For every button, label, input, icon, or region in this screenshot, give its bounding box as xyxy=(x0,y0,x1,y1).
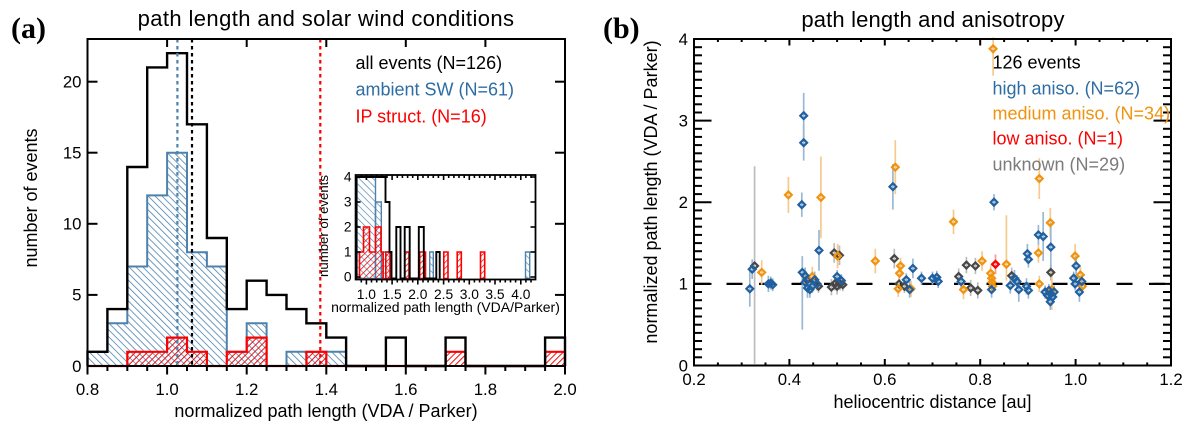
svg-text:0: 0 xyxy=(679,356,688,375)
svg-text:4: 4 xyxy=(344,170,352,185)
svg-text:unknown (N=29): unknown (N=29) xyxy=(993,154,1126,174)
svg-text:2.5: 2.5 xyxy=(434,287,454,302)
svg-text:1.8: 1.8 xyxy=(474,380,497,399)
svg-text:(b): (b) xyxy=(603,12,640,45)
svg-text:1: 1 xyxy=(344,245,352,260)
svg-text:path length and anisotropy: path length and anisotropy xyxy=(801,7,1064,32)
svg-text:0.6: 0.6 xyxy=(873,370,896,389)
svg-text:3.0: 3.0 xyxy=(460,287,480,302)
svg-text:normalized path length (VDA/Pa: normalized path length (VDA/Parker) xyxy=(331,299,560,315)
svg-text:2: 2 xyxy=(344,220,352,235)
svg-text:IP struct. (N=16): IP struct. (N=16) xyxy=(356,106,487,126)
svg-text:20: 20 xyxy=(63,73,82,92)
svg-text:number of events: number of events xyxy=(316,175,331,277)
svg-text:15: 15 xyxy=(63,144,82,163)
svg-text:0.2: 0.2 xyxy=(682,370,705,389)
svg-text:4.0: 4.0 xyxy=(511,287,531,302)
svg-text:3.5: 3.5 xyxy=(485,287,505,302)
svg-text:normalized path length (VDA /: normalized path length (VDA / Parker) xyxy=(174,401,477,421)
svg-text:all events (N=126): all events (N=126) xyxy=(356,53,503,73)
svg-text:0.8: 0.8 xyxy=(969,370,992,389)
svg-text:normalized path length (VDA /: normalized path length (VDA / Parker) xyxy=(641,40,661,343)
svg-text:0.4: 0.4 xyxy=(778,370,801,389)
svg-text:1.5: 1.5 xyxy=(383,287,403,302)
svg-text:126 events: 126 events xyxy=(993,53,1081,73)
svg-text:1.2: 1.2 xyxy=(1159,370,1182,389)
svg-text:2.0: 2.0 xyxy=(408,287,428,302)
svg-text:0.8: 0.8 xyxy=(76,380,99,399)
svg-text:(a): (a) xyxy=(11,12,46,45)
svg-text:medium aniso. (N=34): medium aniso. (N=34) xyxy=(993,104,1171,124)
svg-text:0: 0 xyxy=(344,270,352,285)
svg-text:10: 10 xyxy=(63,215,82,234)
svg-text:5: 5 xyxy=(72,286,81,305)
svg-text:low aniso. (N=1): low aniso. (N=1) xyxy=(993,129,1124,149)
svg-text:path length and solar wind con: path length and solar wind conditions xyxy=(138,6,515,31)
svg-text:2.0: 2.0 xyxy=(553,380,576,399)
svg-text:0: 0 xyxy=(72,357,81,376)
svg-text:number of events: number of events xyxy=(21,128,41,267)
svg-text:1.0: 1.0 xyxy=(1064,370,1087,389)
svg-text:1.4: 1.4 xyxy=(315,380,338,399)
svg-text:1.0: 1.0 xyxy=(155,380,178,399)
svg-text:1.6: 1.6 xyxy=(394,380,417,399)
svg-text:heliocentric distance [au]: heliocentric distance [au] xyxy=(833,392,1031,412)
svg-text:3: 3 xyxy=(344,195,352,210)
svg-text:ambient SW (N=61): ambient SW (N=61) xyxy=(356,80,515,100)
svg-text:high aniso. (N=62): high aniso. (N=62) xyxy=(993,78,1141,98)
svg-text:2: 2 xyxy=(679,193,688,212)
svg-text:1.2: 1.2 xyxy=(235,380,258,399)
svg-text:4: 4 xyxy=(679,30,688,49)
svg-text:1: 1 xyxy=(679,275,688,294)
svg-text:3: 3 xyxy=(679,111,688,130)
svg-text:1.0: 1.0 xyxy=(357,287,377,302)
